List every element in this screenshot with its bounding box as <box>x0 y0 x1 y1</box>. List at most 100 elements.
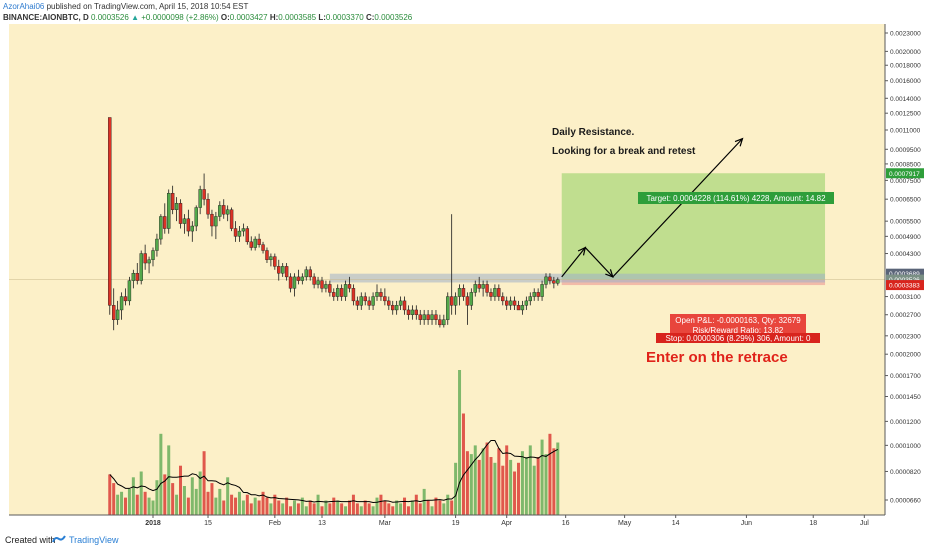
volume-bar <box>285 497 289 515</box>
candles <box>108 117 560 331</box>
candle-body <box>402 300 407 311</box>
volume-bar <box>516 462 520 515</box>
volume-bar <box>210 483 214 515</box>
x-tick-label: 13 <box>318 520 326 527</box>
volume-bar <box>336 500 340 515</box>
price-change: +0.0000098 (+2.86%) <box>141 13 219 22</box>
position-zones <box>9 173 885 286</box>
low-label: L: <box>318 13 326 22</box>
volume-bar <box>375 497 379 515</box>
volume-bar <box>108 474 112 515</box>
volume-bar <box>171 483 175 515</box>
price-chart[interactable]: 0.0023000 0.0020000 0.0018000 0.0016000 0.00… <box>8 24 925 529</box>
candle-body <box>151 250 155 260</box>
candle-body <box>202 189 206 200</box>
volume-bar <box>245 494 249 515</box>
forecast-path <box>561 138 743 278</box>
footer: Created with TradingView <box>0 530 932 550</box>
candle-body <box>300 276 305 281</box>
volume-bar <box>289 506 293 515</box>
volume-bar <box>344 506 348 515</box>
candle-body <box>225 209 230 215</box>
candle-body <box>363 296 367 302</box>
candle-body <box>422 314 426 320</box>
candle-body <box>457 288 462 297</box>
candle-body <box>556 279 560 284</box>
candle-body <box>328 284 332 293</box>
candle-body <box>119 296 124 311</box>
volume-bar <box>410 500 414 515</box>
candle-body <box>438 319 442 326</box>
change-up-icon: ▲ <box>131 13 139 22</box>
x-tick-label: Feb <box>269 520 281 527</box>
author-link[interactable]: AzorAhai06 <box>3 2 45 11</box>
candle-body <box>316 280 320 285</box>
volume-bar <box>253 497 257 515</box>
candle-body <box>485 284 489 293</box>
break-retest-note: Looking for a break and retest <box>552 146 696 157</box>
close-value: 0.0003526 <box>374 13 413 22</box>
target-label: Target: 0.0004228 (114.61%) 4228, Amount… <box>646 194 826 203</box>
volume-bars <box>108 370 560 515</box>
candle-body <box>127 280 132 302</box>
candle-body <box>131 273 136 281</box>
volume-bar <box>234 497 238 515</box>
tradingview-logo-icon[interactable] <box>52 534 66 544</box>
candle-body <box>394 305 399 311</box>
volume-bar <box>418 503 422 515</box>
volume-bar <box>485 442 489 515</box>
candle-body <box>155 238 159 251</box>
y-tick-label: 0.0002700 <box>890 312 921 319</box>
candle-body <box>375 292 379 297</box>
pnl-label-box <box>670 314 806 336</box>
axes: 0.0023000 0.0020000 0.0018000 0.0016000 0.00… <box>9 24 925 529</box>
candle-body <box>182 218 187 224</box>
y-tick-label: 0.0002300 <box>890 333 921 340</box>
y-tick-label: 0.0009500 <box>890 147 921 154</box>
volume-bar <box>257 500 261 515</box>
candle-body <box>249 241 253 248</box>
candle-body <box>524 300 529 306</box>
tradingview-brand[interactable]: TradingView <box>69 535 119 545</box>
candle-body <box>210 213 214 227</box>
volume-bar <box>304 506 308 515</box>
candle-body <box>143 253 147 264</box>
candle-body <box>481 284 485 289</box>
volume-bar <box>528 445 532 515</box>
y-tick-label: 0.0008500 <box>890 161 921 168</box>
y-tick-label: 0.0005500 <box>890 219 921 226</box>
candle-body <box>426 314 430 320</box>
candle-body <box>449 296 454 306</box>
y-tick-label: 0.0002000 <box>890 352 921 359</box>
candle-body <box>512 300 517 306</box>
volume-bar <box>214 497 218 515</box>
candle-body <box>536 292 540 297</box>
volume-bar <box>324 500 328 515</box>
close-label: C: <box>365 13 375 22</box>
volume-bar <box>292 500 296 515</box>
volume-bar <box>139 471 143 515</box>
x-tick-label: Jun <box>741 520 752 527</box>
high-value: 0.0003585 <box>278 13 317 22</box>
candle-body <box>324 284 328 289</box>
candle-body <box>355 300 360 306</box>
volume-bar <box>387 503 391 515</box>
publish-info: published on TradingView.com, April 15, … <box>46 2 249 11</box>
y-tick-label: 0.0001000 <box>890 443 921 450</box>
volume-bar <box>127 488 131 515</box>
volume-bar <box>383 500 387 515</box>
volume-bar <box>461 413 465 515</box>
volume-bar <box>505 445 509 515</box>
volume-bar <box>493 462 497 515</box>
volume-bar <box>434 497 438 515</box>
volume-bar <box>399 503 403 515</box>
drawn-arrows <box>561 137 744 278</box>
y-tick-label: 0.0012500 <box>890 111 921 118</box>
volume-bar <box>261 491 265 515</box>
volume-bar <box>167 445 171 515</box>
candle-body <box>115 309 120 320</box>
volume-bar <box>520 451 524 515</box>
volume-bar <box>536 457 540 515</box>
chart-area[interactable]: 0.0023000 0.0020000 0.0018000 0.0016000 0.00… <box>8 24 925 529</box>
volume-bar <box>465 451 469 515</box>
